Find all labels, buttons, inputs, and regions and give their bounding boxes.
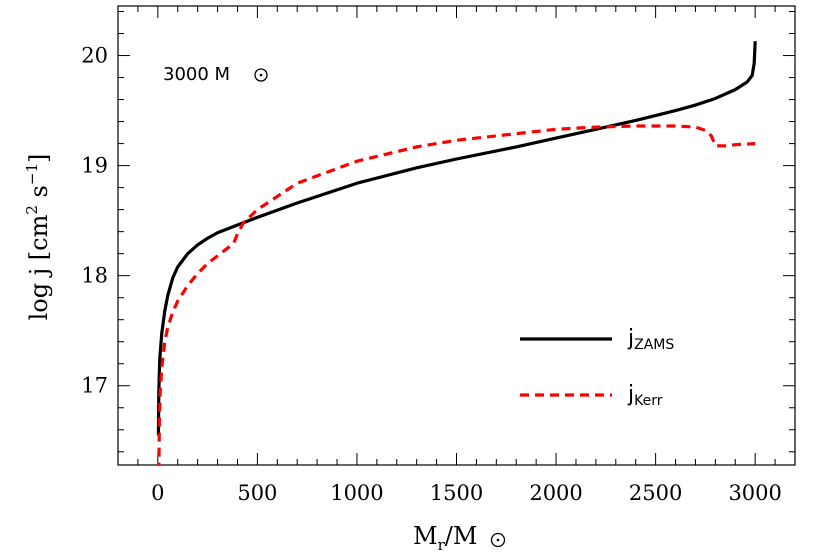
sun-symbol-icon [254,68,268,82]
mass-annotation: 3000 M [163,64,268,85]
legend-label-kerr: jKerr [627,382,663,409]
y-axis-label: log j [cm2 s−1] [23,154,53,321]
x-tick-label: 2500 [629,481,682,505]
axis-tick-labels: 0 500 1000 1500 2000 2500 3000 17 18 19 20 [81,44,782,505]
series-layer [156,41,757,465]
y-tick-label: 17 [81,374,108,398]
series-line-zams [156,41,757,436]
x-tick-label: 3000 [728,481,781,505]
x-tick-label: 500 [237,481,277,505]
series-line-kerr [157,124,756,465]
x-tick-label: 0 [151,481,164,505]
mass-annotation-text: 3000 M [163,64,230,85]
x-axis-label: Mr/M [413,522,506,554]
y-tick-label: 20 [81,44,108,68]
sun-symbol-dot [259,73,263,77]
x-tick-label: 1500 [430,481,483,505]
legend-label-zams: jZAMS [627,326,674,353]
y-tick-label: 19 [81,154,108,178]
axis-ticks [117,6,796,465]
x-axis-sun-symbol-icon [490,532,506,548]
y-tick-label: 18 [81,264,108,288]
y-axis-label-text: log j [cm2 s−1] [23,154,53,321]
x-tick-label: 1000 [330,481,383,505]
x-tick-label: 2000 [529,481,582,505]
x-axis-sun-symbol-dot [496,538,500,542]
x-axis-label-text: Mr/M [413,522,477,554]
legend: jZAMS jKerr [520,326,674,409]
